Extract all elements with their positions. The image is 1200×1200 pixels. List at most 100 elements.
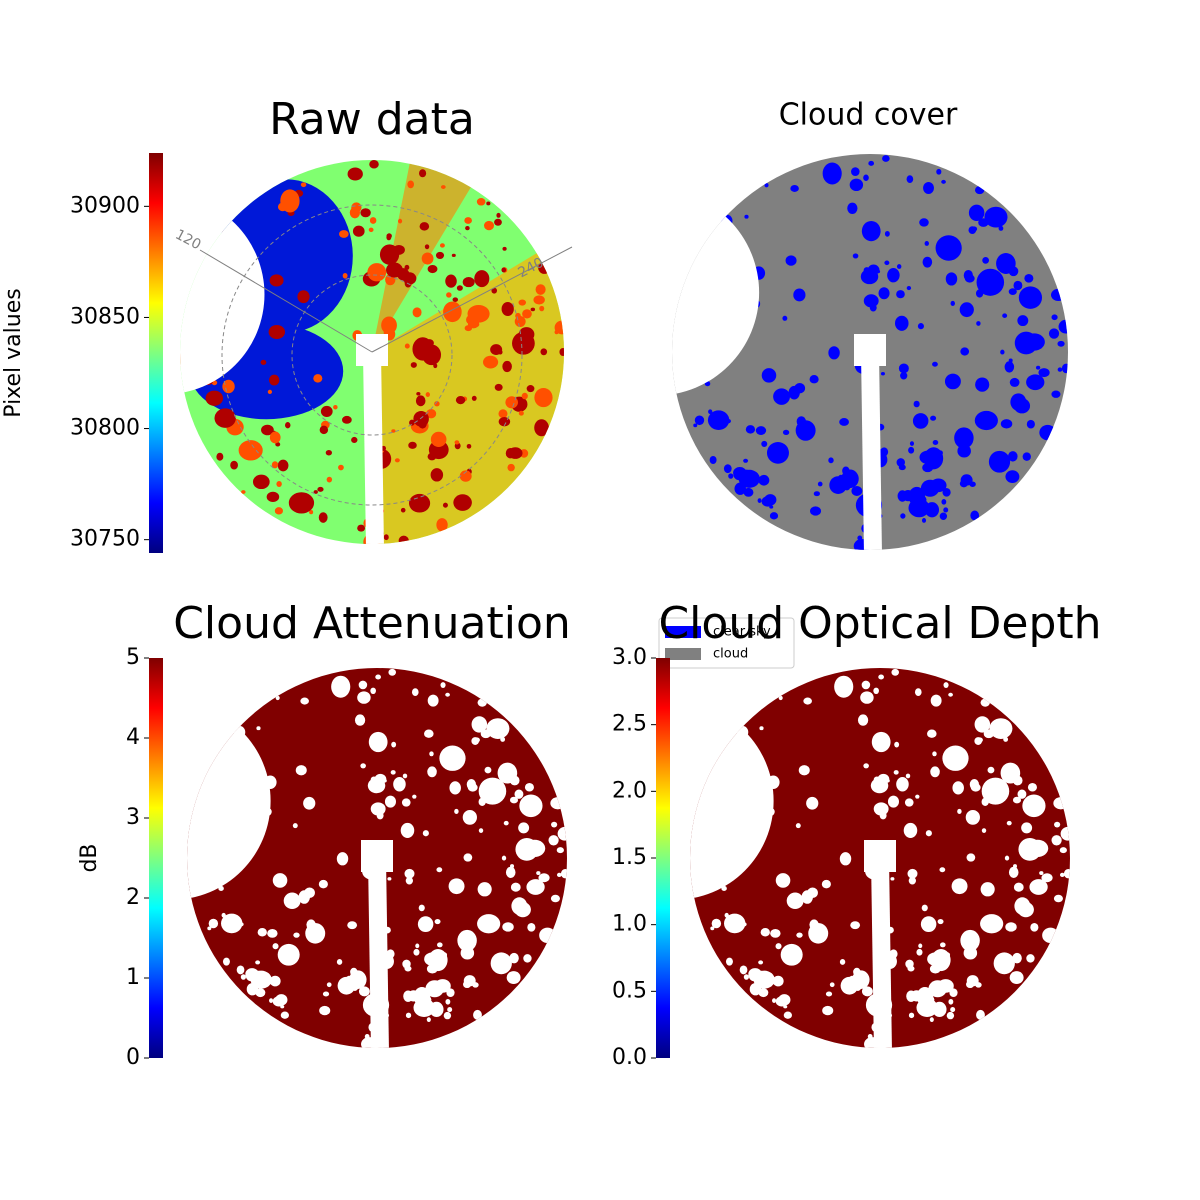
blob <box>318 512 328 523</box>
blob <box>851 485 863 496</box>
blob <box>993 952 1015 975</box>
blob <box>1008 451 1018 462</box>
blob <box>710 926 715 931</box>
blob <box>439 243 445 248</box>
blob <box>906 990 916 1002</box>
blob <box>775 873 791 888</box>
blob <box>514 316 526 328</box>
blob <box>421 252 434 265</box>
blob <box>387 877 392 881</box>
blob <box>966 853 976 862</box>
colorbar-tick-label: 30850 <box>70 304 140 329</box>
mask <box>180 194 265 395</box>
blob <box>498 409 508 419</box>
blob <box>882 155 890 162</box>
blob <box>430 431 447 448</box>
blob <box>976 321 981 326</box>
blob <box>939 867 946 873</box>
blob <box>949 988 958 998</box>
blob <box>368 227 374 233</box>
colorbar-tick-label: 30900 <box>70 193 140 218</box>
blob <box>857 714 869 726</box>
blob <box>502 922 514 932</box>
blob <box>320 405 333 417</box>
mask <box>690 702 774 900</box>
blob <box>851 167 860 176</box>
blob <box>271 461 279 469</box>
panel-title: Cloud cover <box>779 98 958 133</box>
blob <box>523 954 532 963</box>
blob <box>769 512 779 520</box>
legend-label: cloud <box>713 647 748 662</box>
blob <box>988 450 1011 473</box>
blob <box>898 363 909 374</box>
blob <box>442 502 448 508</box>
blob <box>808 923 829 944</box>
blob <box>941 179 946 184</box>
blob <box>980 698 990 707</box>
blob <box>507 463 515 472</box>
blob <box>424 244 430 250</box>
blob <box>317 486 324 492</box>
blob <box>277 202 288 212</box>
blob <box>370 776 378 783</box>
blob <box>391 741 397 748</box>
blob <box>981 777 1010 805</box>
blob <box>974 410 998 431</box>
blob <box>426 409 437 419</box>
blob <box>408 441 417 449</box>
blob <box>400 507 406 513</box>
blob <box>932 361 938 367</box>
blob <box>1009 377 1020 387</box>
blob <box>963 269 973 281</box>
blob <box>943 507 949 513</box>
blob <box>1051 314 1058 321</box>
blob <box>427 452 437 461</box>
blob <box>426 1017 431 1023</box>
blob <box>766 441 789 464</box>
blob <box>539 927 556 944</box>
sky-image <box>180 160 564 544</box>
blob <box>853 967 861 977</box>
blob <box>357 691 371 704</box>
blob <box>326 476 333 483</box>
blob <box>880 372 885 376</box>
blob <box>360 763 366 769</box>
colorbar-tick-label: 3 <box>126 805 140 830</box>
blob <box>402 773 408 779</box>
blob <box>533 295 545 305</box>
blob <box>884 230 890 237</box>
polar-grid <box>221 204 523 506</box>
blob <box>1057 367 1063 372</box>
blob <box>1002 313 1008 318</box>
blob <box>921 518 927 523</box>
colorbar <box>149 153 163 553</box>
blob <box>839 418 849 426</box>
blob <box>954 427 974 449</box>
blob <box>393 777 406 792</box>
blob <box>758 960 764 965</box>
blob <box>379 244 400 265</box>
blob <box>761 440 768 447</box>
blob <box>884 260 890 266</box>
blob <box>894 315 909 331</box>
colorbar <box>149 658 163 1058</box>
blob <box>514 789 524 799</box>
blob <box>454 765 460 770</box>
colorbar-tick-label: 30750 <box>70 527 140 552</box>
blob <box>519 794 543 818</box>
blob <box>491 287 498 294</box>
blob <box>433 363 438 369</box>
blob <box>908 877 916 885</box>
colorbar-tick-label: 0 <box>126 1045 140 1070</box>
blob <box>208 918 219 929</box>
blob <box>554 320 564 335</box>
blob <box>1026 374 1045 391</box>
blob <box>369 160 379 169</box>
blob <box>459 470 472 482</box>
blob <box>522 309 532 319</box>
blob <box>900 513 906 519</box>
blob <box>912 413 929 429</box>
blob <box>222 957 230 966</box>
colorbar-label: dB <box>77 843 102 872</box>
